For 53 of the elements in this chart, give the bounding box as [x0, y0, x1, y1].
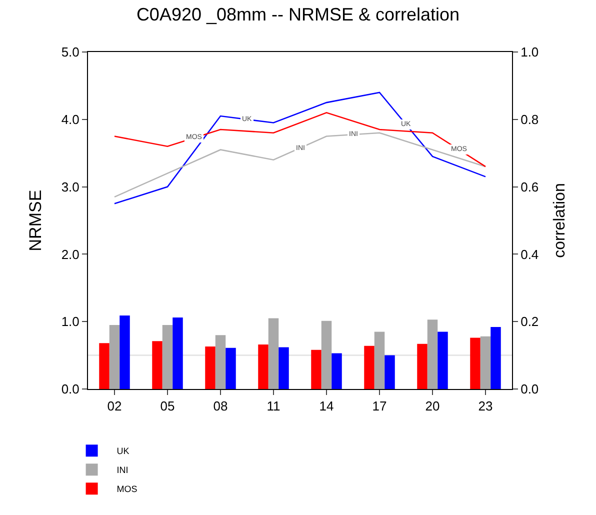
x-tick-label: 08: [213, 398, 228, 414]
x-tick-label: 05: [160, 398, 175, 414]
legend-label: INI: [116, 465, 128, 476]
y2-tick-label: 0.4: [520, 246, 539, 262]
bar: [427, 320, 438, 389]
bar: [109, 324, 120, 389]
y2-tick-label: 0.2: [520, 314, 539, 330]
y-tick-label: 0.0: [61, 382, 80, 397]
y-tick-label: 3.0: [61, 179, 80, 194]
x-tick-label: 02: [107, 398, 122, 414]
bar: [152, 341, 162, 389]
bar: [490, 326, 501, 389]
bar: [172, 318, 183, 389]
x-tick-label: 20: [425, 398, 440, 414]
y-tick-label: 1.0: [61, 314, 80, 330]
bar: [258, 344, 268, 389]
bar: [438, 332, 448, 389]
bar: [226, 348, 236, 389]
x-tick-label: 11: [266, 398, 280, 414]
x-tick-label: 17: [372, 398, 387, 414]
bar: [120, 316, 130, 389]
bar: [321, 320, 332, 389]
y2-axis-title: correlation: [551, 183, 568, 258]
bar: [268, 318, 279, 389]
line-series: [114, 132, 486, 198]
bar: [470, 338, 480, 389]
x-tick-label: 14: [319, 398, 334, 414]
bar: [311, 350, 322, 389]
y-tick-label: 5.0: [61, 44, 80, 60]
bar: [374, 332, 385, 389]
chart-title: C0A920 _08mm -- NRMSE & correlation: [136, 4, 460, 24]
legend-label: UK: [116, 446, 130, 456]
bar: [332, 353, 342, 389]
y2-tick-label: 0.0: [520, 382, 539, 397]
x-tick-label: 23: [478, 398, 493, 414]
line-series: [114, 92, 486, 204]
line-series: [114, 112, 486, 168]
y-tick-label: 4.0: [61, 112, 80, 127]
y-axis-title: NRMSE: [26, 190, 45, 252]
bar: [99, 343, 110, 389]
y2-tick-label: 0.6: [520, 179, 539, 194]
bar: [417, 344, 428, 389]
bar: [480, 336, 491, 389]
y2-tick-label: 0.8: [520, 112, 539, 127]
bar: [162, 324, 173, 389]
bar: [215, 335, 226, 389]
bar: [205, 346, 216, 389]
bar: [364, 346, 374, 389]
legend-label: MOS: [116, 484, 138, 494]
y2-tick-label: 1.0: [520, 44, 539, 60]
bar: [278, 347, 289, 389]
y-tick-label: 2.0: [61, 246, 80, 262]
bar: [384, 355, 395, 389]
